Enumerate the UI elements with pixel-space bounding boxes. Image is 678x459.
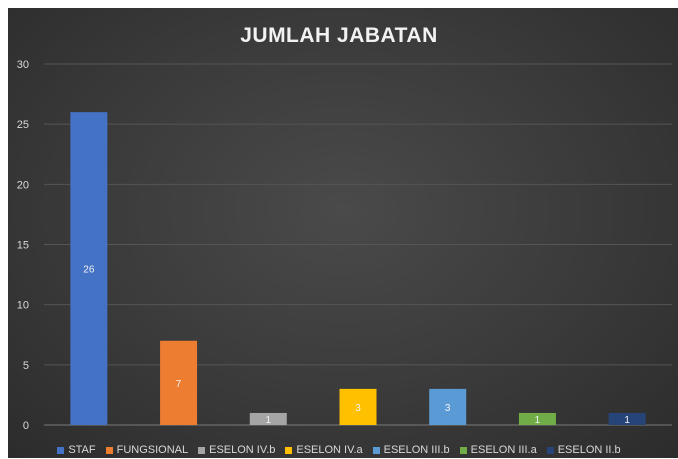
legend-label: ESELON IV.b [209, 444, 276, 456]
data-label: 3 [355, 403, 361, 414]
bar-eselon-iii-a [518, 412, 556, 425]
chart-title: JUMLAH JABATAN [240, 24, 438, 47]
legend-item: STAF [57, 444, 96, 456]
legend-item: ESELON III.a [459, 444, 537, 456]
legend-label: ESELON III.a [470, 444, 537, 456]
legend-item: ESELON II.b [546, 444, 621, 456]
y-tick-label: 25 [17, 119, 29, 131]
legend-item: ESELON III.b [372, 444, 450, 456]
bar-eselon-iii-b [429, 388, 467, 425]
bar-eselon-ii-b [608, 412, 646, 425]
legend-label: STAF [68, 444, 96, 456]
data-label: 7 [176, 379, 182, 390]
legend-swatch [57, 446, 65, 454]
legend-swatch [546, 446, 554, 454]
chart-area [8, 8, 678, 458]
legend-swatch [198, 446, 206, 454]
y-tick-label: 10 [17, 300, 29, 312]
data-label: 3 [445, 403, 451, 414]
legend-swatch [285, 446, 293, 454]
legend-swatch [105, 446, 113, 454]
data-label: 1 [624, 415, 630, 426]
legend-label: ESELON III.b [383, 444, 450, 456]
legend-item: ESELON IV.a [285, 444, 363, 456]
y-tick-label: 5 [23, 360, 29, 372]
y-tick-label: 30 [17, 59, 29, 71]
legend-item: FUNGSIONAL [105, 444, 189, 456]
data-label: 1 [266, 415, 272, 426]
legend-label: FUNGSIONAL [116, 444, 189, 456]
legend-swatch [459, 446, 467, 454]
legend-label: ESELON II.b [557, 444, 621, 456]
legend-swatch [372, 446, 380, 454]
y-tick-label: 0 [23, 420, 29, 432]
bar-staf [70, 112, 108, 425]
bar-eselon-iv-b [249, 412, 287, 425]
data-label: 1 [535, 415, 541, 426]
y-tick-label: 20 [17, 179, 29, 191]
bar-eselon-iv-a [339, 388, 377, 425]
data-label: 26 [83, 265, 95, 276]
legend: STAF FUNGSIONAL ESELON IV.b ESELON IV.a ESEL… [0, 442, 678, 458]
legend-item: ESELON IV.b [198, 444, 275, 456]
bar-fungsional [160, 340, 198, 425]
y-tick-label: 15 [17, 240, 29, 252]
legend-label: ESELON IV.a [296, 444, 363, 456]
